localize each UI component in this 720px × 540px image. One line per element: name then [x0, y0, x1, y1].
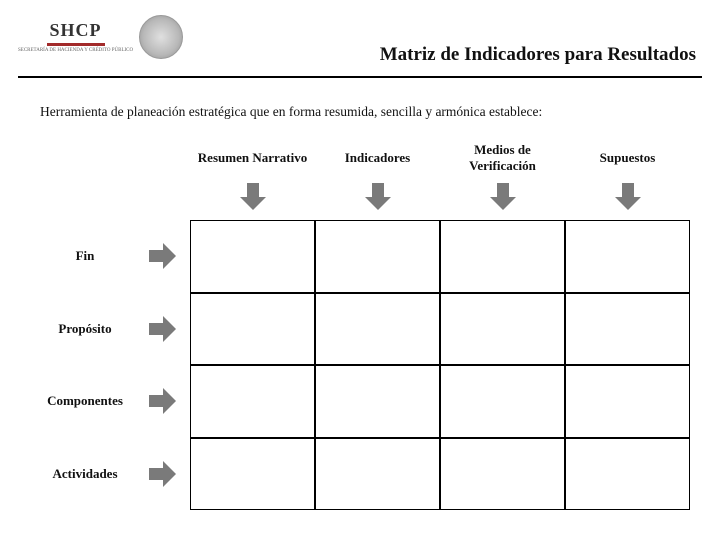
- row-arrows: [142, 220, 186, 510]
- title-divider: [18, 76, 702, 78]
- arrow-right-icon: [149, 388, 179, 414]
- arrow-down-icon: [490, 183, 516, 213]
- matrix-cell: [440, 220, 565, 293]
- matrix-cell: [565, 220, 690, 293]
- matrix-cell: [440, 438, 565, 511]
- col-head-supuestos: Supuestos: [565, 140, 690, 176]
- matrix-cell: [315, 365, 440, 438]
- matrix-cell: [440, 293, 565, 366]
- matrix-cell: [190, 438, 315, 511]
- shcp-logo-bar: [47, 43, 105, 46]
- row-label-fin: Fin: [30, 220, 140, 293]
- col-head-medios: Medios de Verificación: [440, 140, 565, 176]
- matrix-cell: [565, 438, 690, 511]
- header-logo-area: SHCP SECRETARÍA DE HACIENDA Y CRÉDITO PÚ…: [18, 8, 208, 66]
- arrow-down-icon: [365, 183, 391, 213]
- matrix-cell: [315, 220, 440, 293]
- row-label-componentes: Componentes: [30, 365, 140, 438]
- matrix-cell: [190, 365, 315, 438]
- matrix-diagram: Resumen Narrativo Indicadores Medios de …: [30, 140, 690, 510]
- page-title: Matriz de Indicadores para Resultados: [240, 44, 696, 72]
- matrix-cell: [565, 365, 690, 438]
- arrow-right-icon: [149, 243, 179, 269]
- matrix-cell: [440, 365, 565, 438]
- shcp-logo-subtext: SECRETARÍA DE HACIENDA Y CRÉDITO PÚBLICO: [18, 48, 133, 54]
- matrix-cell: [190, 220, 315, 293]
- col-head-indicadores: Indicadores: [315, 140, 440, 176]
- row-label-proposito: Propósito: [30, 293, 140, 366]
- row-labels: Fin Propósito Componentes Actividades: [30, 220, 140, 510]
- column-headers: Resumen Narrativo Indicadores Medios de …: [190, 140, 690, 176]
- row-label-actividades: Actividades: [30, 438, 140, 511]
- col-head-resumen: Resumen Narrativo: [190, 140, 315, 176]
- arrow-down-icon: [240, 183, 266, 213]
- arrow-right-icon: [149, 461, 179, 487]
- matrix-cell: [565, 293, 690, 366]
- shcp-logo-text: SHCP: [50, 20, 102, 41]
- matrix-cell: [315, 438, 440, 511]
- matrix-cell: [190, 293, 315, 366]
- arrow-down-icon: [615, 183, 641, 213]
- matrix-grid: [190, 220, 690, 510]
- shcp-logo: SHCP SECRETARÍA DE HACIENDA Y CRÉDITO PÚ…: [18, 20, 133, 54]
- government-seal-icon: [139, 15, 183, 59]
- matrix-cell: [315, 293, 440, 366]
- column-arrows: [190, 180, 690, 216]
- subtitle-text: Herramienta de planeación estratégica qu…: [40, 104, 690, 120]
- arrow-right-icon: [149, 316, 179, 342]
